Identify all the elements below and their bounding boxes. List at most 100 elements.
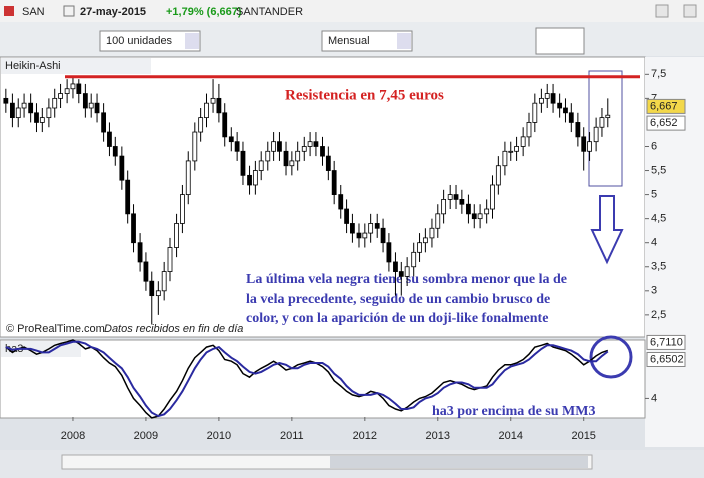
annotation: La última vela negra tiene su sombra men… [246,272,567,287]
resistance-label: Resistencia en 7,45 euros [285,87,444,103]
candle-body [544,93,550,99]
candle-body [76,83,82,94]
title-bar [0,0,704,22]
info-icon[interactable] [63,5,75,17]
candle-body [252,170,258,186]
symbol: SAN [22,6,45,18]
y-tick-label: 4 [651,392,657,404]
candle-body [161,271,167,292]
chart-type-button[interactable] [535,27,585,55]
candle-body [313,141,319,147]
dropdown-arrow [397,33,411,49]
candle-body [39,117,45,123]
minimize-button[interactable] [655,4,669,18]
candle-body [356,232,362,239]
candle-body [107,131,112,147]
y-tick-label: 5 [651,189,657,201]
candle-body [374,223,380,229]
candle-body [350,223,355,234]
y-tick-label: 6 [651,140,657,152]
annotation: color, y con la aparición de un doji-lik… [246,311,548,326]
candle-body [593,126,599,143]
y-tick-label: 7 [651,92,657,104]
candle-body [453,194,459,200]
candle-body [101,112,107,133]
candle-body [34,112,39,123]
last-value-box [646,334,686,350]
x-tick-label: 2008 [61,430,85,442]
candle-body [15,107,21,119]
candle-body [538,97,544,104]
candle-body [599,117,605,128]
candle-body [393,261,398,272]
candle-body [265,150,271,162]
candle-body [557,102,563,109]
candle-body [28,102,34,114]
scroll-thumb[interactable] [330,456,588,468]
candle-body [398,271,404,277]
candle-body [10,102,15,119]
x-tick-label: 2015 [571,430,595,442]
y-tick-label: 7,5 [651,68,666,80]
last-value-box [646,352,686,368]
candle-body [307,141,313,147]
candle-body [167,247,173,272]
last-value-label: 6,7110 [650,336,683,348]
panel-header [1,58,151,74]
x-tick-label: 2014 [499,430,523,442]
x-tick-label: 2012 [353,430,377,442]
candle-body [575,122,581,138]
logo [4,6,14,16]
candle-body [70,83,76,90]
candle-body [568,112,574,123]
candle-body [192,131,198,162]
candle-body [477,213,483,220]
candle-body [46,107,52,119]
candle-body [526,122,532,138]
change: +1,79% (6,667) [166,6,242,18]
candle-body [411,251,417,268]
candle-body [277,141,282,152]
close-button[interactable] [683,4,697,18]
candle-body [325,155,331,171]
period: Mensual [328,35,370,47]
candle-body [514,146,519,152]
quantity-dropdown[interactable] [99,30,201,52]
candle-body [429,227,435,239]
candle-body [417,242,422,253]
candle-body [155,290,161,297]
indicator-line [5,339,609,419]
candle-body [532,102,538,123]
candle-body [216,97,222,114]
candle-body [222,112,228,138]
candle-body [125,179,131,215]
candle-body [82,93,88,109]
company: SANTANDER [236,6,303,18]
candle-body [204,102,209,119]
candle-body [112,146,118,157]
quantity: 100 unidades [106,35,173,47]
candle-body [180,194,185,224]
candle-body [271,141,277,152]
candle-body [368,223,374,234]
candle-body [471,213,477,220]
candle-body [490,184,495,210]
price-panel [0,56,646,338]
y-tick-label: 2,5 [651,309,666,321]
candle-body [143,261,149,282]
x-tick-label: 2013 [426,430,450,442]
candle-body [502,150,508,167]
last-value-box [646,98,686,114]
y-tick-label: 4,5 [651,213,666,225]
candle-body [441,199,447,215]
candle-body [94,102,100,114]
candle-body [228,136,234,143]
candle-body [58,93,63,99]
arrow [590,195,624,265]
candle-body [198,117,204,133]
candle-body [320,146,325,157]
axis-area [645,57,704,447]
candle-body [508,150,514,153]
source-note: Datos recibidos en fin de día [104,323,243,335]
period-dropdown[interactable] [321,30,413,52]
